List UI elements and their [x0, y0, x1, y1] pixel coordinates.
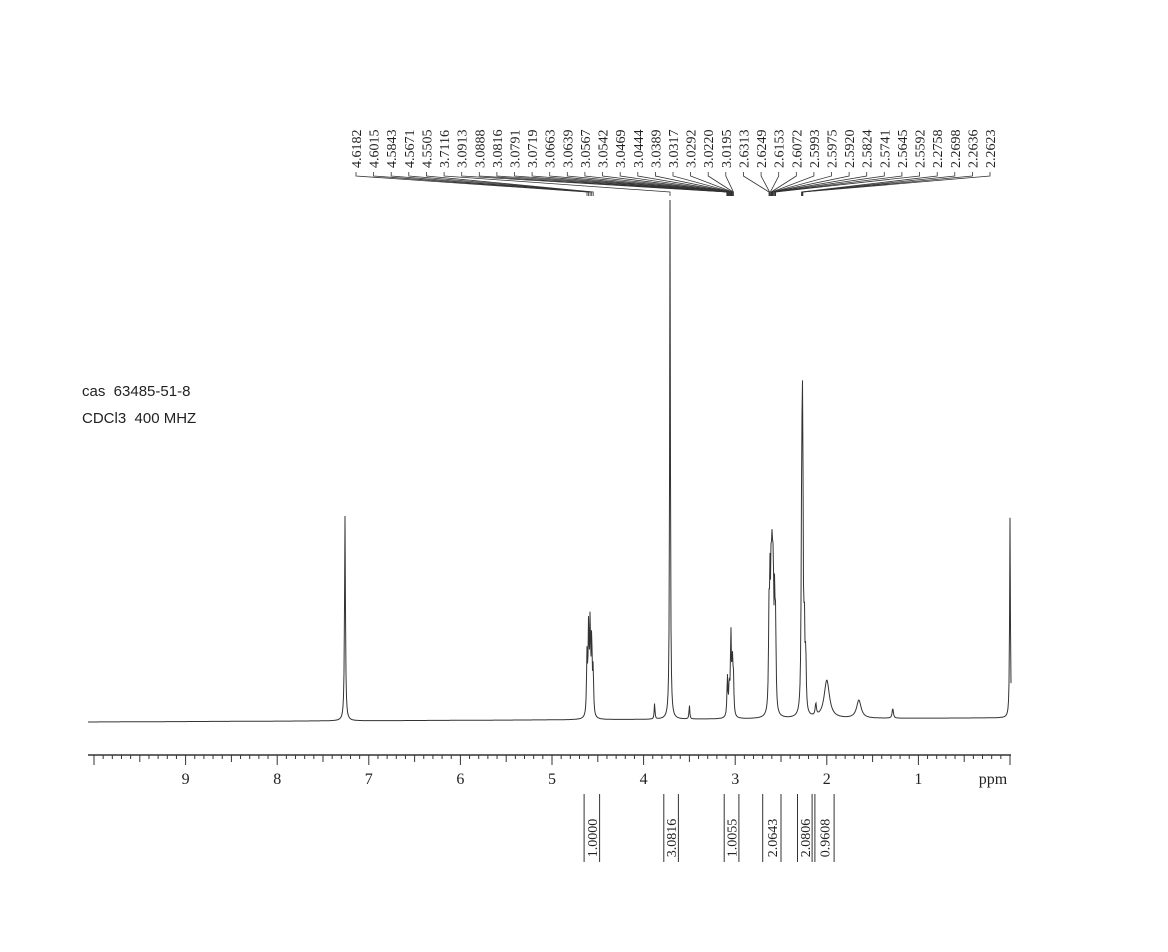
peak-label: 2.6153: [773, 130, 788, 169]
integral-bracket: [797, 794, 813, 862]
peak-label: 3.0389: [649, 130, 664, 169]
peak-label: 4.5671: [403, 130, 418, 169]
peak-label: 3.0888: [473, 130, 488, 169]
peak-label: 3.0791: [509, 130, 524, 169]
peak-label: 2.2758: [931, 130, 946, 169]
peak-leader-line: [531, 172, 729, 196]
ppm-axis: 9 8 7 6 5 4 3 2 1 ppm: [88, 754, 1011, 788]
peak-leader-line: [566, 172, 730, 196]
peak-leader-line: [373, 172, 589, 196]
peak-label: 2.2623: [984, 130, 999, 169]
peak-label: 3.0195: [720, 130, 735, 169]
peak-label: 4.6015: [368, 130, 383, 169]
peak-label: 2.5824: [861, 130, 876, 169]
tick-label: 9: [182, 771, 190, 788]
peak-label: 3.0292: [685, 130, 700, 169]
peak-leader-line: [655, 172, 732, 196]
peak-leader-line: [801, 172, 938, 196]
peak-label: 2.5592: [914, 130, 929, 169]
peak-leader-line: [770, 172, 780, 196]
tick-label: 7: [365, 771, 373, 788]
peak-label: 2.2698: [949, 130, 964, 169]
peak-label: 3.0639: [561, 130, 576, 169]
peak-leader-line: [637, 172, 732, 196]
integral-value: 0.9608: [819, 819, 834, 858]
peak-leader-line: [772, 172, 850, 196]
peak-leader-line: [478, 172, 728, 196]
peak-leader-group: [355, 172, 991, 196]
peak-label: 3.0913: [456, 130, 471, 169]
peak-label: 3.0567: [579, 130, 594, 169]
peak-label: 3.0444: [632, 130, 647, 169]
integral-bracket: [663, 794, 679, 862]
integral-bracket: [814, 794, 835, 862]
integral-value: 3.0816: [665, 819, 680, 858]
peak-leader-line: [802, 172, 991, 196]
peak-leader-line: [760, 172, 770, 196]
peak-leader-line: [771, 172, 815, 196]
peak-label: 2.5975: [826, 130, 841, 169]
tick-label: 5: [548, 771, 556, 788]
peak-label: 2.5993: [808, 130, 823, 169]
peak-label: 3.0663: [544, 130, 559, 169]
peak-leader-line: [390, 172, 591, 196]
peak-leader-line: [801, 172, 956, 196]
peak-leader-line: [775, 172, 920, 196]
peak-label: 3.0220: [702, 130, 717, 169]
integral-bracket: [762, 794, 782, 862]
peak-leader-line: [773, 172, 868, 196]
peak-label-group: 4.6182 4.6015 4.5843 4.5671 4.5505 3.7116 3.09…: [350, 130, 999, 169]
tick-label: 4: [640, 771, 648, 788]
tick-label: 8: [273, 771, 281, 788]
peak-label: 3.0816: [491, 130, 506, 169]
integral-value: 2.0806: [799, 819, 814, 858]
tick-label: 2: [823, 771, 831, 788]
peak-label: 2.6072: [790, 130, 805, 169]
x-axis-label: ppm: [979, 771, 1008, 788]
peak-label: 4.5843: [385, 130, 400, 169]
peak-leader-line: [355, 172, 588, 196]
peak-label: 3.0469: [614, 130, 629, 169]
tick-label: 6: [456, 771, 464, 788]
peak-leader-line: [771, 172, 832, 196]
cas-number-label: cas 63485-51-8: [82, 383, 191, 400]
peak-leader-line: [690, 172, 733, 196]
peak-label: 3.0719: [526, 130, 541, 169]
peak-label: 4.6182: [350, 130, 365, 169]
integral-bracket: [583, 794, 601, 862]
integral-value: 1.0000: [586, 819, 601, 858]
peak-leader-line: [770, 172, 797, 196]
peak-label: 2.5920: [843, 130, 858, 169]
integral-group: 1.0000 3.0816 1.0055 2.0643 2.0806 0.9608: [583, 794, 835, 862]
integral-value: 1.0055: [726, 819, 741, 858]
peak-label: 2.5741: [878, 130, 893, 169]
integral-value: 2.0643: [766, 819, 781, 858]
tick-label: 1: [914, 771, 922, 788]
peak-label: 2.5645: [896, 130, 911, 169]
peak-leader-line: [514, 172, 729, 196]
peak-label: 2.2636: [966, 130, 981, 169]
peak-leader-line: [773, 172, 885, 196]
peak-label: 2.6249: [755, 130, 770, 169]
peak-label: 2.6313: [737, 130, 752, 169]
solvent-frequency-label: CDCl3 400 MHZ: [82, 410, 197, 427]
peak-leader-line: [408, 172, 593, 196]
peak-label: 3.0542: [597, 130, 612, 169]
peak-leader-line: [443, 172, 671, 196]
peak-leader-line: [725, 172, 734, 196]
integral-bracket: [723, 794, 740, 862]
peak-leader-line: [743, 172, 770, 196]
peak-label: 4.5505: [420, 130, 435, 169]
peak-leader-line: [672, 172, 733, 196]
peak-leader-line: [774, 172, 903, 196]
peak-leader-line: [426, 172, 594, 196]
spectrum-trace: [88, 199, 1012, 723]
peak-leader-line: [602, 172, 731, 196]
tick-label: 3: [731, 771, 739, 788]
peak-label: 3.7116: [438, 130, 453, 168]
peak-label: 3.0317: [667, 130, 682, 169]
spectrum-group: [88, 199, 1012, 723]
